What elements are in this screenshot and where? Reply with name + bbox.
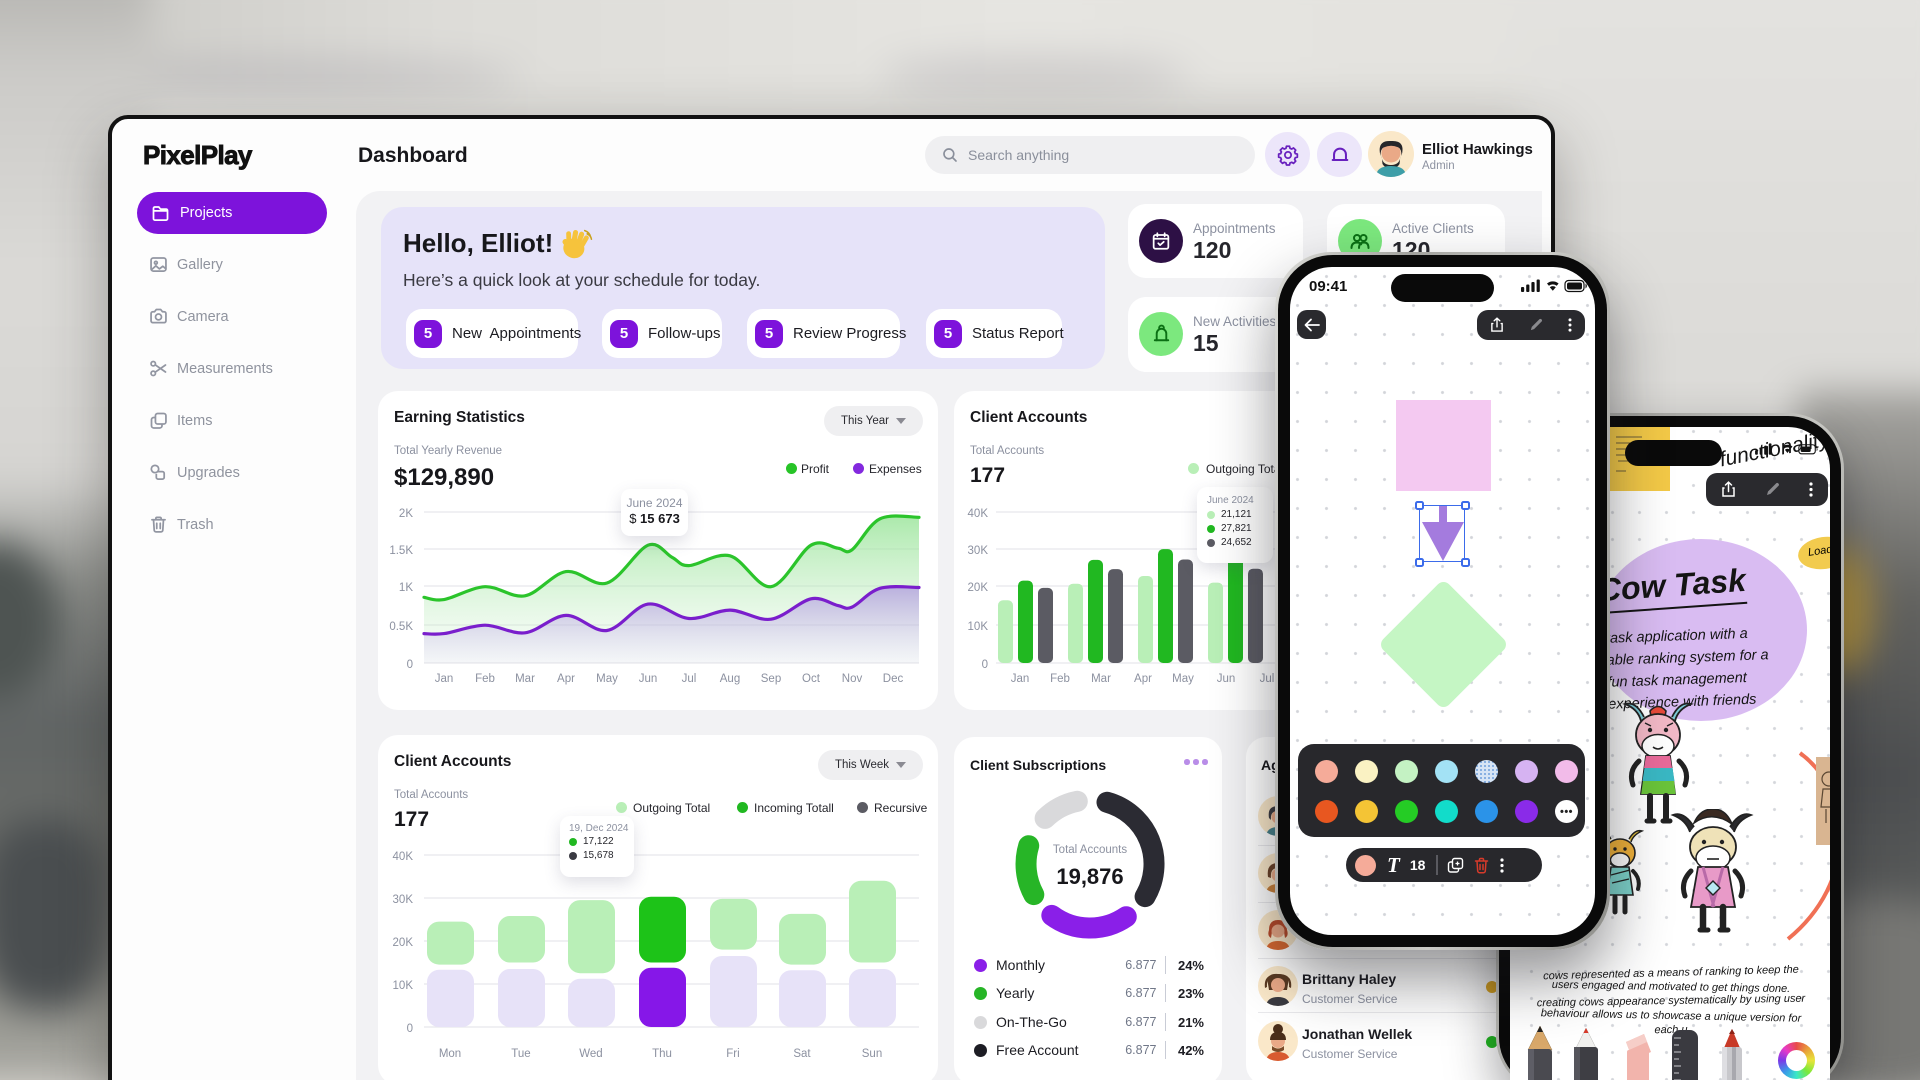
svg-text:Feb: Feb — [475, 673, 495, 685]
svg-text:Sun: Sun — [862, 1048, 882, 1060]
svg-text:Sat: Sat — [793, 1048, 811, 1060]
svg-text:Jul: Jul — [682, 673, 697, 685]
svg-text:Jun: Jun — [1217, 673, 1236, 685]
svg-text:Jan: Jan — [435, 673, 454, 685]
svg-text:30K: 30K — [968, 545, 989, 557]
svg-text:Aug: Aug — [720, 673, 740, 685]
svg-text:0.5K: 0.5K — [389, 621, 413, 633]
svg-text:40K: 40K — [968, 508, 989, 520]
svg-text:10K: 10K — [968, 621, 989, 633]
svg-text:Sep: Sep — [761, 673, 781, 685]
svg-text:Apr: Apr — [557, 673, 575, 685]
svg-text:May: May — [1172, 673, 1194, 685]
svg-text:1K: 1K — [399, 582, 413, 594]
svg-text:Jun: Jun — [639, 673, 658, 685]
svg-text:Oct: Oct — [802, 673, 821, 685]
svg-text:40K: 40K — [393, 851, 414, 863]
svg-text:May: May — [596, 673, 618, 685]
svg-text:0: 0 — [982, 659, 988, 671]
svg-text:Mon: Mon — [439, 1048, 461, 1060]
svg-text:Total Accounts: Total Accounts — [1053, 844, 1127, 856]
svg-text:Nov: Nov — [842, 673, 863, 685]
svg-text:Jan: Jan — [1011, 673, 1030, 685]
svg-text:Dec: Dec — [883, 673, 904, 685]
svg-text:2K: 2K — [399, 508, 413, 520]
svg-text:0: 0 — [407, 659, 413, 671]
svg-text:Tue: Tue — [511, 1048, 530, 1060]
svg-text:10K: 10K — [393, 980, 414, 992]
svg-text:Mar: Mar — [515, 673, 535, 685]
svg-text:Thu: Thu — [652, 1048, 672, 1060]
svg-text:Jul: Jul — [1260, 673, 1275, 685]
svg-text:20K: 20K — [968, 582, 989, 594]
svg-text:Mar: Mar — [1091, 673, 1111, 685]
svg-text:1.5K: 1.5K — [389, 545, 413, 557]
svg-text:30K: 30K — [393, 894, 414, 906]
svg-text:Feb: Feb — [1050, 673, 1070, 685]
svg-text:Wed: Wed — [579, 1048, 602, 1060]
svg-text:20K: 20K — [393, 937, 414, 949]
svg-text:0: 0 — [407, 1023, 413, 1035]
svg-text:Apr: Apr — [1134, 673, 1152, 685]
svg-text:Fri: Fri — [726, 1048, 739, 1060]
svg-text:19,876: 19,876 — [1056, 864, 1123, 889]
